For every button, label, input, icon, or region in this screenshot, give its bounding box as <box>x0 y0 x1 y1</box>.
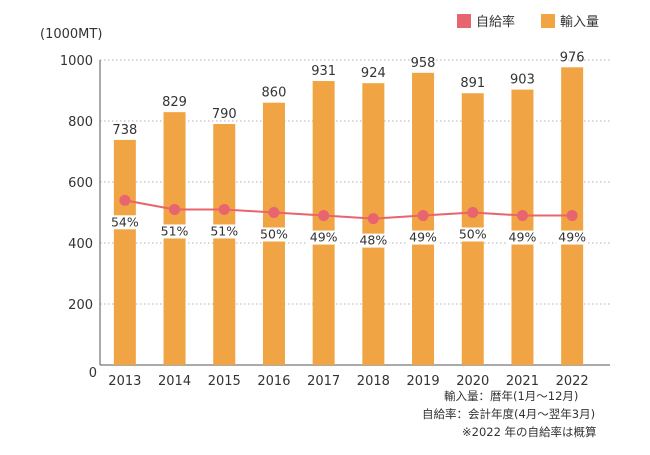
y-tick-label: 0 <box>89 366 97 381</box>
rate-value-label: 49% <box>409 230 437 245</box>
x-tick-label: 2015 <box>208 374 241 389</box>
rate-value-label: 48% <box>359 233 387 248</box>
y-tick-label: 1000 <box>60 54 93 69</box>
y-tick-label: 800 <box>68 115 93 130</box>
y-tick-label: 400 <box>68 237 93 252</box>
rate-value-label: 49% <box>558 230 586 245</box>
bar <box>113 139 136 365</box>
rate-value-label: 51% <box>161 223 189 238</box>
bar-value-label: 860 <box>262 86 287 101</box>
rate-label-bg <box>357 233 389 248</box>
bar-value-label: 829 <box>162 95 187 110</box>
y-tick-label: 200 <box>68 298 93 313</box>
x-tick-label: 2014 <box>158 374 191 389</box>
rate-point <box>169 203 181 215</box>
bar <box>213 124 236 365</box>
bar-value-label: 931 <box>311 64 336 79</box>
line-value-labels: 54% 51% 51% 50% 49% 48% 49% 50% 49% 49% <box>109 214 588 248</box>
rate-point <box>467 207 479 218</box>
x-tick-label: 2016 <box>257 374 290 389</box>
x-tick-label: 2017 <box>307 374 340 389</box>
y-tick-label: 600 <box>68 176 93 191</box>
rate-value-label: 54% <box>111 214 139 229</box>
rate-point <box>218 203 230 215</box>
rate-line <box>124 199 573 220</box>
bar-value-label: 903 <box>510 73 535 88</box>
rate-point <box>268 207 280 218</box>
rate-label-bg <box>258 227 290 242</box>
y-tick-labels: 0 200 400 600 800 1000 <box>60 54 97 381</box>
x-tick-label: 2020 <box>456 374 489 389</box>
rate-label-bg <box>457 227 489 242</box>
footnote-estimate: ※2022 年の自給率は概算 <box>462 425 597 439</box>
bar <box>511 89 534 366</box>
legend-swatch-import <box>541 14 555 28</box>
rate-point <box>566 210 578 222</box>
bar <box>163 112 186 365</box>
rate-value-label: 50% <box>459 227 487 242</box>
x-tick-label: 2021 <box>506 374 539 389</box>
y-unit-label: (1000MT) <box>40 27 102 42</box>
rate-value-label: 51% <box>210 223 238 238</box>
rate-point <box>367 213 379 225</box>
legend-label-import: 輸入量 <box>560 15 599 30</box>
rate-value-label: 50% <box>260 227 288 242</box>
bar-value-label: 958 <box>411 56 436 71</box>
rate-label-bg <box>308 230 340 245</box>
line-series <box>119 194 578 225</box>
bar-value-label: 976 <box>560 50 585 65</box>
bar-value-label: 738 <box>112 123 137 138</box>
rate-label-bg <box>109 215 141 230</box>
footnote-rate: 自給率：会計年度(4月〜翌年3月) <box>422 407 595 421</box>
rate-label-bg <box>506 230 538 245</box>
x-tick-label: 2022 <box>556 374 589 389</box>
rate-point <box>119 194 131 206</box>
rate-value-label: 49% <box>509 230 537 245</box>
footnote-import: 輸入量：暦年(1月〜12月) <box>444 389 578 403</box>
rate-point <box>318 210 330 222</box>
rate-label-bg <box>159 224 191 239</box>
bar <box>312 81 335 366</box>
bar-value-label: 790 <box>212 107 237 122</box>
bar-value-label: 924 <box>361 66 386 81</box>
bar-value-labels: 738 829 790 860 931 924 958 891 903 976 <box>112 50 584 138</box>
bar-value-label: 891 <box>460 76 485 91</box>
x-tick-label: 2013 <box>108 374 141 389</box>
rate-point <box>417 210 429 222</box>
x-tick-label: 2018 <box>357 374 390 389</box>
rate-value-label: 49% <box>310 230 338 245</box>
x-tick-labels: 2013 2014 2015 2016 2017 2018 2019 2020 2021 2022 <box>108 374 588 389</box>
legend: 自給率 輸入量 <box>457 14 599 30</box>
footnotes: 輸入量：暦年(1月〜12月) 自給率：会計年度(4月〜翌年3月) ※2022 年… <box>422 389 597 439</box>
rate-label-bg <box>208 224 240 239</box>
rate-label-bg <box>407 230 439 245</box>
rate-point <box>516 210 528 222</box>
rate-label-bg <box>556 230 588 245</box>
legend-swatch-rate <box>457 14 471 28</box>
x-tick-label: 2019 <box>407 374 440 389</box>
legend-label-rate: 自給率 <box>476 14 515 30</box>
